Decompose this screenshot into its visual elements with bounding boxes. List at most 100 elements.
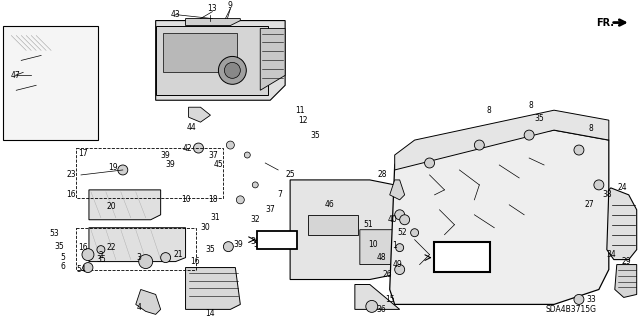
- Text: 39: 39: [161, 151, 170, 160]
- Polygon shape: [390, 180, 404, 200]
- Text: 40: 40: [388, 215, 397, 224]
- Text: 28: 28: [378, 170, 387, 179]
- Polygon shape: [390, 130, 609, 304]
- Circle shape: [574, 294, 584, 304]
- Text: 51: 51: [363, 220, 372, 229]
- Bar: [308, 215, 358, 235]
- Circle shape: [424, 158, 435, 168]
- Circle shape: [82, 249, 94, 261]
- Polygon shape: [186, 19, 241, 26]
- Text: 17: 17: [78, 149, 88, 158]
- Circle shape: [118, 165, 128, 175]
- Text: B-37: B-37: [268, 235, 287, 244]
- Text: 14: 14: [205, 309, 215, 318]
- Bar: [76, 148, 223, 198]
- Circle shape: [366, 300, 378, 312]
- Polygon shape: [360, 230, 399, 264]
- FancyBboxPatch shape: [433, 242, 490, 271]
- Text: 11: 11: [295, 106, 305, 115]
- Text: 2: 2: [99, 251, 103, 260]
- Text: 6: 6: [61, 262, 65, 271]
- Text: B-7: B-7: [454, 247, 469, 256]
- Text: 35: 35: [54, 242, 64, 251]
- Text: 35: 35: [310, 130, 320, 140]
- Text: 47: 47: [10, 71, 20, 80]
- Circle shape: [474, 140, 484, 150]
- Text: 36: 36: [250, 237, 260, 246]
- Text: 27: 27: [584, 200, 594, 209]
- Text: 39: 39: [166, 160, 175, 169]
- Text: 16: 16: [191, 257, 200, 266]
- Text: 8: 8: [487, 106, 492, 115]
- Polygon shape: [136, 289, 161, 314]
- Text: 21: 21: [174, 250, 183, 259]
- Bar: [76, 228, 195, 270]
- Polygon shape: [156, 20, 285, 100]
- Text: 35: 35: [534, 114, 544, 123]
- Circle shape: [139, 255, 153, 269]
- Text: SDA4B3715G: SDA4B3715G: [545, 305, 596, 314]
- Circle shape: [223, 242, 234, 252]
- Text: 37: 37: [209, 151, 218, 160]
- Text: 20: 20: [106, 202, 116, 211]
- Text: 23: 23: [66, 170, 76, 179]
- Text: 44: 44: [187, 122, 196, 132]
- Text: 9: 9: [228, 1, 233, 10]
- Text: 15: 15: [385, 295, 394, 304]
- Text: 4: 4: [136, 303, 141, 312]
- Circle shape: [594, 180, 604, 190]
- Circle shape: [83, 263, 93, 272]
- Text: 18: 18: [209, 195, 218, 204]
- Polygon shape: [189, 107, 211, 122]
- Text: 32: 32: [250, 215, 260, 224]
- Text: 25: 25: [285, 170, 295, 179]
- Circle shape: [227, 141, 234, 149]
- Text: 5: 5: [61, 253, 65, 262]
- Circle shape: [524, 130, 534, 140]
- Bar: [163, 33, 237, 72]
- Text: 13: 13: [207, 4, 217, 13]
- Text: 43: 43: [171, 10, 180, 19]
- Text: 30: 30: [200, 223, 211, 232]
- Circle shape: [218, 56, 246, 84]
- Text: 45: 45: [214, 160, 223, 169]
- Text: 24: 24: [618, 183, 628, 192]
- Polygon shape: [607, 188, 637, 260]
- Text: 34: 34: [606, 250, 616, 259]
- Circle shape: [395, 210, 404, 220]
- Text: 22: 22: [106, 243, 116, 252]
- Text: 50: 50: [253, 240, 263, 249]
- Text: 36: 36: [377, 305, 387, 314]
- Text: 48: 48: [377, 253, 387, 262]
- Circle shape: [396, 244, 404, 252]
- Text: 3: 3: [136, 253, 141, 262]
- Text: 10: 10: [368, 240, 378, 249]
- FancyBboxPatch shape: [257, 231, 297, 249]
- Text: 32117: 32117: [447, 260, 476, 269]
- Circle shape: [411, 229, 419, 237]
- Text: 52: 52: [398, 228, 408, 237]
- Text: 12: 12: [298, 116, 308, 125]
- Text: 46: 46: [325, 200, 335, 209]
- Polygon shape: [290, 180, 420, 279]
- Circle shape: [161, 253, 171, 263]
- Circle shape: [252, 182, 259, 188]
- Circle shape: [395, 264, 404, 275]
- Text: 31: 31: [211, 213, 220, 222]
- Text: 16: 16: [78, 243, 88, 252]
- Text: 53: 53: [49, 229, 59, 238]
- Text: 35: 35: [96, 255, 106, 264]
- Text: 8: 8: [529, 101, 534, 110]
- Text: 37: 37: [266, 205, 275, 214]
- Text: 1: 1: [392, 241, 397, 250]
- Text: 39: 39: [234, 240, 243, 249]
- Text: 54: 54: [76, 265, 86, 274]
- Text: 26: 26: [383, 270, 392, 279]
- Text: 16: 16: [66, 190, 76, 199]
- Polygon shape: [186, 268, 241, 309]
- Circle shape: [574, 145, 584, 155]
- Circle shape: [236, 196, 244, 204]
- Text: FR.: FR.: [596, 18, 614, 27]
- Polygon shape: [615, 264, 637, 297]
- Polygon shape: [260, 28, 285, 90]
